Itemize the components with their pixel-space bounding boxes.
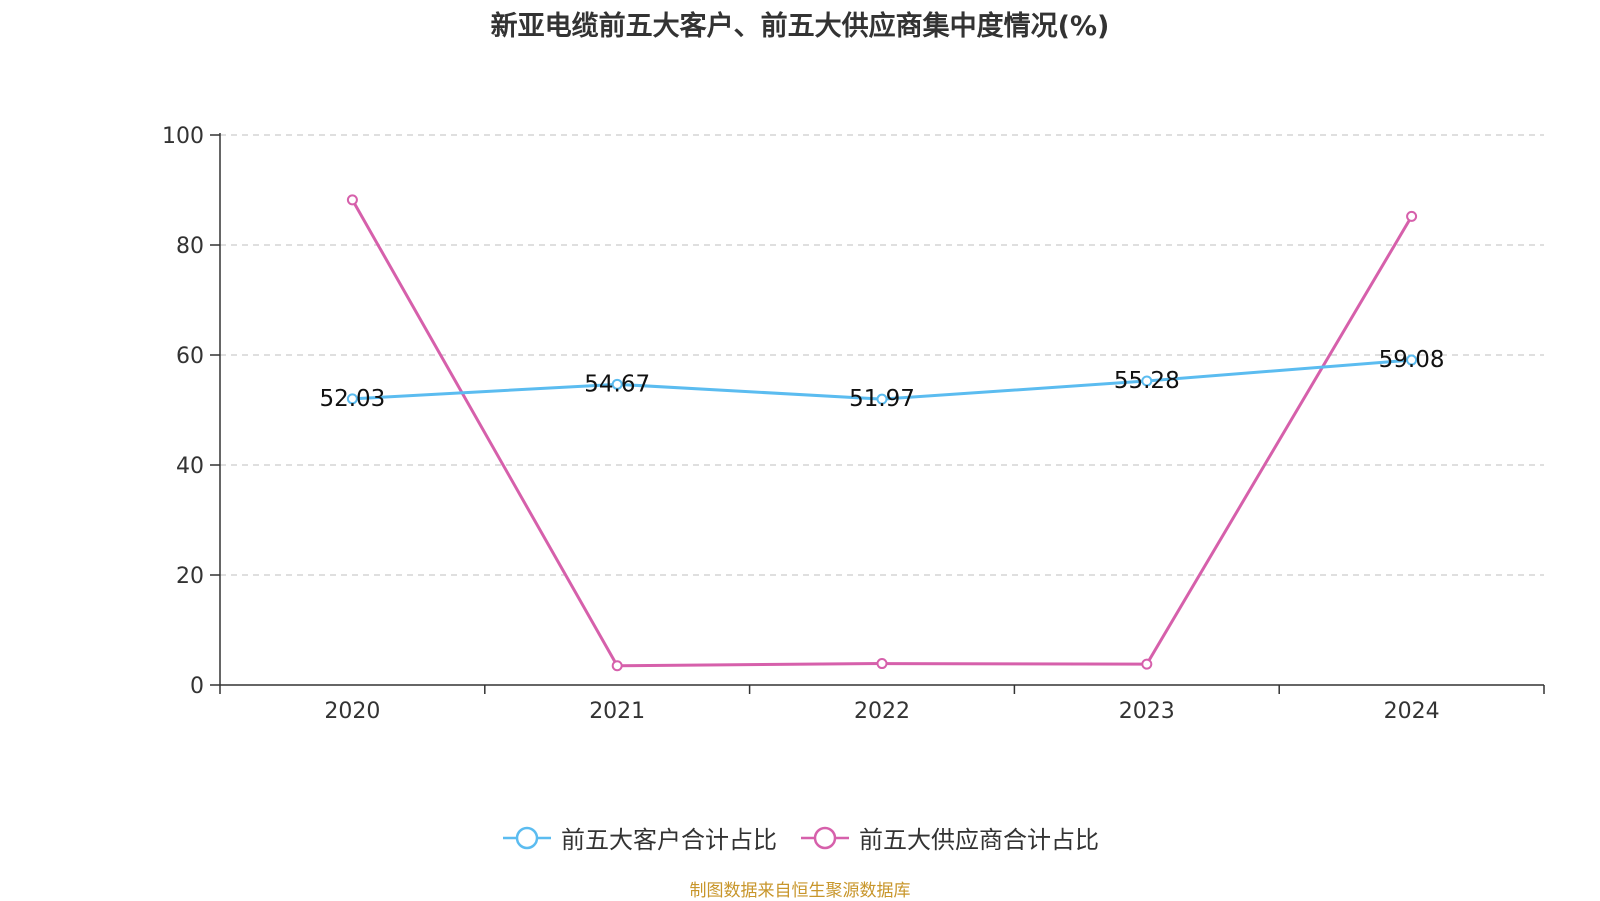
y-tick-label: 40 — [176, 454, 204, 479]
legend-swatch-suppliers-icon — [801, 826, 849, 849]
y-tick-label: 0 — [190, 674, 204, 699]
legend-label-customers: 前五大客户合计占比 — [561, 826, 777, 854]
legend-item-suppliers[interactable]: 前五大供应商合计占比 — [799, 820, 1099, 855]
data-point-1[interactable] — [876, 658, 888, 670]
gridlines — [220, 134, 1544, 576]
x-tick-label: 2020 — [324, 699, 380, 724]
data-point-0[interactable] — [611, 378, 623, 390]
data-point-1[interactable] — [1141, 658, 1153, 670]
axes: 0 20 40 60 80 100 2020 2021 2022 2023 2024 — [162, 124, 1545, 724]
data-point-0[interactable] — [876, 393, 888, 405]
y-tick-label: 100 — [162, 124, 204, 149]
y-tick-label: 80 — [176, 234, 204, 259]
source-note: 制图数据来自恒生聚源数据库 — [689, 881, 911, 901]
data-point-0[interactable] — [1406, 354, 1418, 366]
x-tick-label: 2024 — [1384, 699, 1440, 724]
legend-item-customers[interactable]: 前五大客户合计占比 — [501, 820, 777, 855]
y-tick-label: 60 — [176, 344, 204, 369]
y-tick-label: 20 — [176, 564, 204, 589]
data-point-0[interactable] — [346, 393, 358, 405]
data-point-1[interactable] — [1406, 210, 1418, 222]
data-label: 52.03 — [319, 386, 385, 412]
data-point-0[interactable] — [1141, 375, 1153, 387]
data-label: 54.67 — [584, 371, 650, 397]
legend-swatch-customers-icon — [503, 826, 551, 849]
series-lines — [346, 194, 1418, 672]
x-tick-label: 2023 — [1119, 699, 1175, 724]
data-labels: 52.03 54.67 51.97 55.28 59.08 — [319, 347, 1444, 412]
data-point-1[interactable] — [346, 194, 358, 206]
series-line-1 — [351, 199, 1413, 668]
data-label: 55.28 — [1114, 368, 1180, 394]
chart-title: 新亚电缆前五大客户、前五大供应商集中度情况(%) — [490, 11, 1110, 42]
legend: 前五大客户合计占比 前五大供应商合计占比 — [0, 820, 1600, 855]
data-label: 59.08 — [1379, 347, 1445, 373]
x-tick-label: 2022 — [854, 699, 910, 724]
legend-label-suppliers: 前五大供应商合计占比 — [859, 826, 1099, 854]
data-label: 51.97 — [849, 386, 915, 412]
x-tick-label: 2021 — [589, 699, 645, 724]
data-point-1[interactable] — [611, 660, 623, 672]
